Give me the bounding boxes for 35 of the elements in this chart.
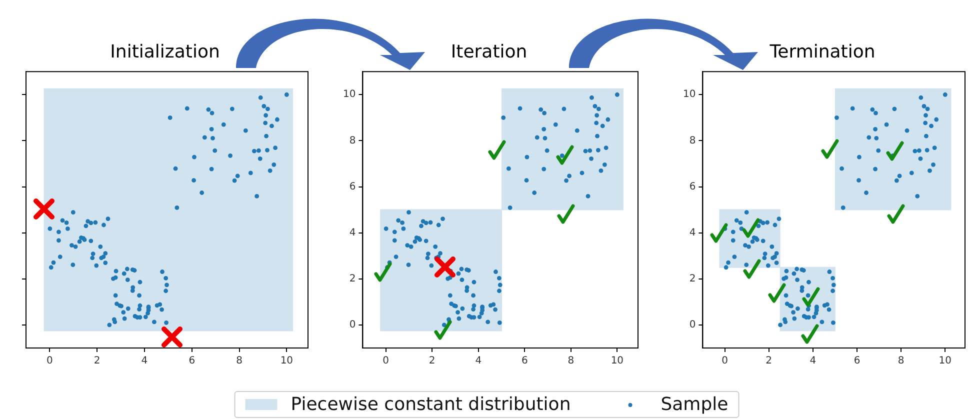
y-tick-label: 6 — [349, 181, 356, 192]
x-tick-label: 8 — [236, 356, 242, 367]
x-tick-label: 0 — [382, 356, 390, 367]
chart-title: Termination — [768, 41, 876, 62]
x-tick-label: 8 — [898, 356, 904, 367]
x-tick-label: 4 — [810, 356, 816, 367]
x-tick-label: 6 — [521, 356, 528, 367]
x-tick-label: 10 — [938, 356, 952, 367]
x-tick-label: 4 — [141, 356, 148, 367]
y-tick-label: 0 — [349, 320, 356, 331]
x-tick-label: 10 — [610, 356, 624, 367]
x-tick-label: 6 — [854, 356, 860, 367]
x-tick-label: 2 — [428, 356, 436, 367]
y-tick-label: 4 — [689, 227, 696, 238]
chart-title: Iteration — [450, 41, 528, 62]
y-tick-label: 10 — [342, 89, 356, 100]
x-tick-label: 0 — [46, 356, 53, 367]
x-tick-label: 10 — [280, 356, 294, 367]
y-tick-label: 2 — [349, 273, 356, 284]
x-tick-label: 2 — [94, 356, 100, 367]
x-tick-label: 6 — [188, 356, 196, 367]
x-tick-label: 4 — [475, 356, 482, 367]
y-tick-label: 6 — [689, 181, 696, 192]
y-tick-label: 8 — [349, 135, 356, 146]
x-tick-label: 2 — [766, 356, 772, 367]
legend-label: Piecewise constant distribution — [290, 394, 571, 415]
y-tick-label: 4 — [349, 227, 356, 238]
legend-label: Sample — [660, 394, 728, 415]
x-tick-label: 8 — [568, 356, 574, 367]
chart-title: Initialization — [110, 41, 220, 62]
y-tick-label: 10 — [682, 89, 696, 100]
y-tick-label: 0 — [689, 320, 696, 331]
y-tick-label: 8 — [689, 135, 696, 146]
y-tick-label: 2 — [689, 273, 696, 284]
x-tick-label: 0 — [722, 356, 728, 367]
